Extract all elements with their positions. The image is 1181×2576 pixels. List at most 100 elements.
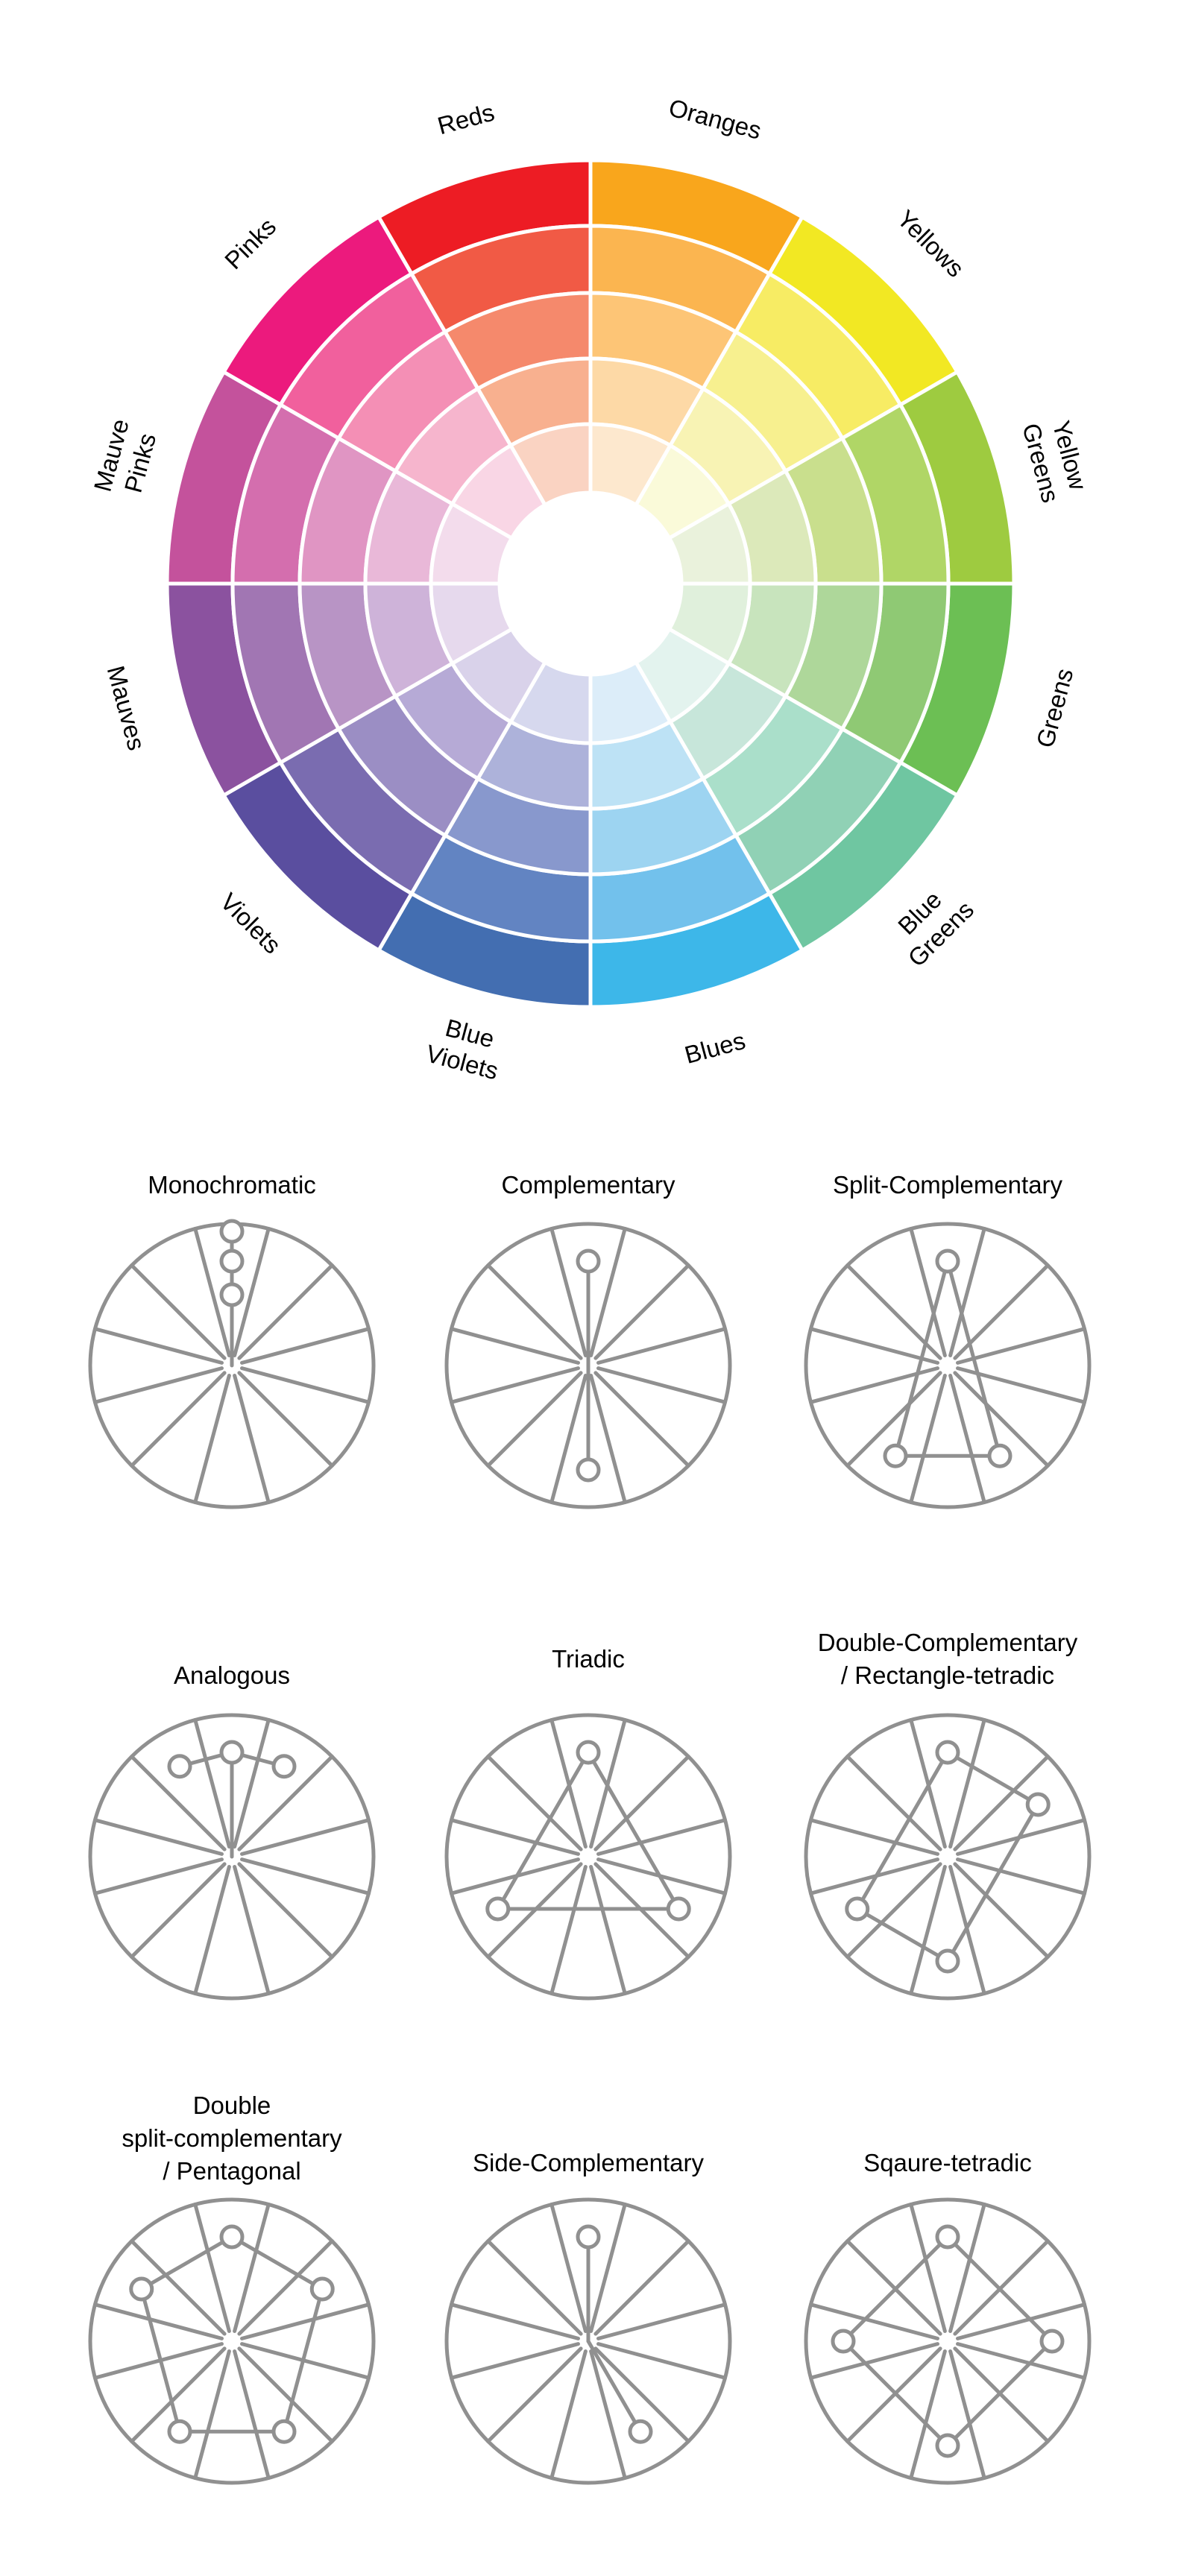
scheme-diagram-monochromatic (88, 1219, 376, 1509)
scheme-outline (444, 1713, 732, 2001)
spoke (92, 1857, 224, 1895)
color-dot (219, 1248, 245, 1274)
spoke (240, 1857, 371, 1895)
spoke (486, 2346, 583, 2443)
spoke (948, 2202, 986, 2333)
spoke (549, 1865, 588, 1996)
connector-line (945, 1259, 1002, 1458)
spoke (589, 1374, 627, 1505)
spoke (808, 1327, 939, 1365)
spoke (237, 1371, 334, 1468)
scheme-outline (88, 2197, 376, 2485)
scheme-title-sqaure-tetradic: Sqaure-tetradic (863, 2149, 1032, 2176)
spoke (233, 1374, 271, 1505)
scheme-diagram-side-complementary (444, 2197, 732, 2485)
color-dot (129, 2276, 154, 2302)
spoke (808, 2302, 939, 2340)
connector-line (945, 2339, 1054, 2448)
scheme-diagram-split-complementary (804, 1222, 1092, 1509)
connector-line (230, 2235, 324, 2291)
spoke (909, 1374, 947, 1505)
spoke (596, 1366, 728, 1404)
scheme-title-monochromatic: Monochromatic (148, 1171, 316, 1199)
color-dot (167, 2419, 192, 2444)
spoke (589, 2202, 627, 2333)
scheme-diagram-complementary (444, 1222, 732, 1509)
spoke (589, 1226, 627, 1357)
spoke (589, 1865, 627, 1996)
scheme-diagram-triadic (444, 1713, 732, 2001)
spoke (808, 2342, 939, 2380)
segment-mauve-pinks (165, 370, 514, 586)
spoke (956, 2302, 1087, 2340)
spoke (596, 1327, 728, 1365)
color-dot (485, 1896, 511, 1922)
segment-yellows (634, 215, 960, 540)
spoke (909, 2349, 947, 2481)
segment-mauves (165, 581, 514, 798)
segment-yellow-greens (667, 370, 1016, 586)
spoke (953, 2239, 1050, 2336)
color-dot (219, 1219, 245, 1244)
spoke (130, 1371, 227, 1468)
spoke (130, 1263, 227, 1360)
color-dot (576, 1457, 601, 1483)
color-dot (666, 1896, 691, 1922)
color-dot (935, 2433, 960, 2458)
scheme-diagram-double-split-complementary-pentagonal (88, 2197, 376, 2485)
color-dot (1039, 2329, 1065, 2354)
spoke (486, 1263, 583, 1360)
spoke (953, 1755, 1050, 1852)
spoke (237, 1862, 334, 1959)
spoke (909, 2202, 947, 2333)
connector-line (841, 2339, 950, 2448)
spoke (948, 1717, 986, 1849)
spoke (233, 1717, 271, 1849)
spoke (193, 1865, 231, 1996)
segment-violets (221, 627, 547, 953)
spoke (233, 2349, 271, 2481)
spoke (449, 1818, 580, 1856)
spoke (237, 1263, 334, 1360)
spoke (237, 2346, 334, 2443)
center-link-line (586, 2339, 643, 2434)
scheme-title-double-complementary-rectangle-tetradic: Double-Complementary / Rectangle-tetradi… (817, 1629, 1078, 1689)
spoke (953, 1371, 1050, 1468)
connector-line (139, 2235, 234, 2291)
wheel-center-hole (500, 493, 681, 675)
color-dot (935, 2224, 960, 2250)
scheme-outline (804, 2197, 1092, 2485)
connector-line (496, 1750, 590, 1911)
spoke (596, 1818, 728, 1856)
spoke (845, 1371, 942, 1468)
spoke (486, 1755, 583, 1852)
connector-line (945, 1802, 1040, 1963)
connector-line (586, 1750, 681, 1911)
scheme-title-split-complementary: Split-Complementary (832, 1171, 1063, 1199)
spoke (486, 2239, 583, 2336)
spoke (953, 2346, 1050, 2443)
spoke (233, 1226, 271, 1357)
spoke (233, 1865, 271, 1996)
spoke (130, 1755, 227, 1852)
spoke (92, 1327, 224, 1365)
spoke (130, 2346, 227, 2443)
scheme-diagram-analogous (88, 1713, 376, 2001)
spoke (845, 2239, 942, 2336)
spoke (92, 1818, 224, 1856)
spoke (956, 1327, 1087, 1365)
scheme-diagram-sqaure-tetradic (804, 2197, 1092, 2485)
segment-blues (588, 660, 804, 1009)
spoke (953, 1862, 1050, 1959)
spoke (593, 2346, 690, 2443)
spoke (909, 1865, 947, 1996)
spoke (549, 1226, 588, 1357)
color-dot (628, 2419, 653, 2444)
color-dot (576, 2224, 601, 2250)
spoke (549, 2202, 588, 2333)
spoke (948, 2349, 986, 2481)
color-dot (935, 1948, 960, 1974)
scheme-outline (88, 1713, 376, 2001)
spoke (130, 2239, 227, 2336)
spoke (193, 1374, 231, 1505)
